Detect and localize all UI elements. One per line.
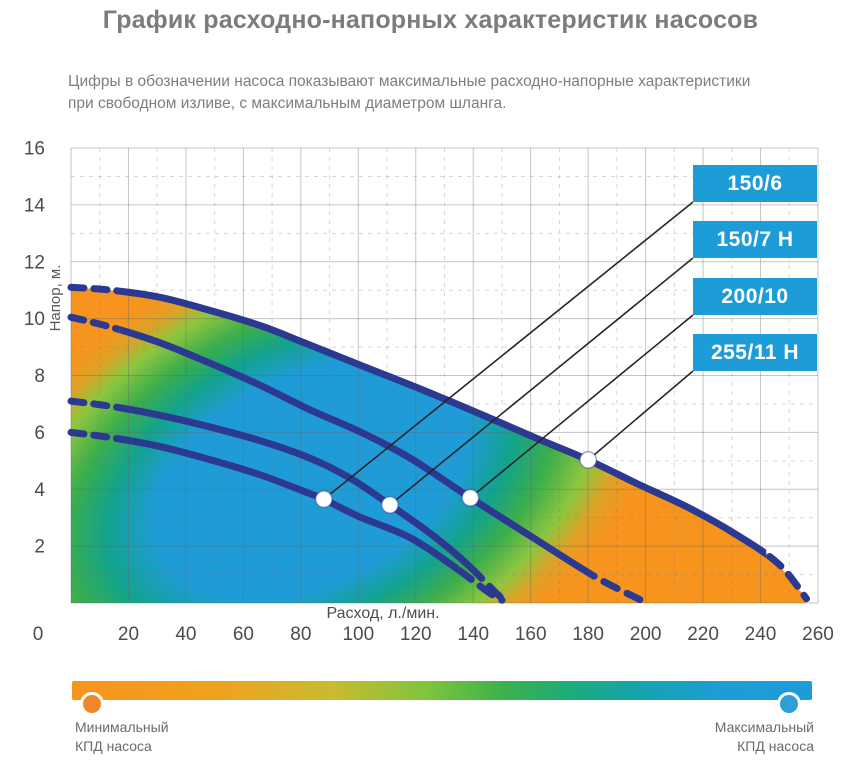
x-tick-label: 260 (802, 624, 834, 645)
x-tick-label: 60 (233, 624, 254, 645)
max-efficiency-dot (777, 692, 801, 716)
min-efficiency-line2: КПД насоса (75, 738, 152, 754)
pump-label-150-7n: 150/7 Н (693, 221, 817, 258)
y-tick-label: 12 (24, 252, 45, 273)
y-tick-label: 2 (34, 537, 45, 558)
callout-line (469, 314, 694, 499)
x-tick-label: 0 (33, 624, 44, 645)
pump-label-150-6: 150/6 (693, 165, 817, 202)
y-tick-label: 6 (34, 423, 45, 444)
x-tick-label: 80 (290, 624, 311, 645)
x-tick-label: 140 (457, 624, 489, 645)
callout-line (323, 201, 694, 500)
subtitle-line-2: при свободном изливе, с максимальным диа… (68, 95, 507, 112)
min-efficiency-line1: Минимальный (75, 719, 169, 735)
min-efficiency-label: Минимальный КПД насоса (75, 718, 169, 756)
pump-curve-150-7-Н (125, 405, 474, 575)
marker-dots (314, 451, 598, 514)
y-tick-label: 16 (24, 139, 45, 160)
pump-label-200-10: 200/10 (693, 278, 817, 315)
x-tick-label: 240 (745, 624, 777, 645)
y-tick-label: 14 (24, 195, 46, 216)
marker-dot (579, 451, 598, 469)
x-tick-label: 180 (572, 624, 604, 645)
x-tick-label: 160 (515, 624, 547, 645)
pump-curve-200-10 (119, 326, 592, 579)
y-tick-label: 8 (34, 366, 45, 387)
pump-label-255-11n: 255/11 Н (693, 334, 817, 371)
min-efficiency-dot (80, 692, 104, 716)
callout-line (587, 370, 694, 461)
x-tick-label: 200 (630, 624, 662, 645)
callout-line (389, 257, 694, 506)
page-title: График расходно-напорных характеристик н… (102, 6, 759, 34)
pump-curve-255-11-Н (128, 288, 767, 559)
marker-dot (461, 488, 480, 507)
x-tick-label: 40 (175, 624, 196, 645)
x-axis-title: Расход, л./мин. (326, 605, 439, 622)
x-tick-label: 20 (118, 624, 139, 645)
y-tick-label: 10 (24, 309, 45, 330)
y-tick-label: 4 (34, 480, 45, 501)
callout-lines (323, 201, 694, 506)
marker-dot (380, 495, 399, 514)
x-tick-label: 120 (400, 624, 432, 645)
field-efficiency-gradient (71, 287, 701, 603)
marker-dot (314, 490, 333, 509)
max-efficiency-line1: Максимальный (714, 719, 814, 735)
axis-tick-labels: 0 20 40 60 80 100 120 140 160 180 200 220 240 260 2 4 6 8… (24, 139, 834, 646)
efficiency-gradient-bar (72, 681, 812, 700)
x-tick-label: 100 (342, 624, 374, 645)
max-efficiency-label: Максимальный КПД насоса (715, 718, 814, 756)
max-efficiency-line2: КПД насоса (737, 738, 814, 754)
x-tick-label: 220 (687, 624, 719, 645)
chart-subtitle: Цифры в обозначении насоса показывают ма… (68, 71, 828, 115)
subtitle-line-1: Цифры в обозначении насоса показывают ма… (68, 73, 751, 90)
y-axis-title: Напор, м. (47, 265, 64, 332)
